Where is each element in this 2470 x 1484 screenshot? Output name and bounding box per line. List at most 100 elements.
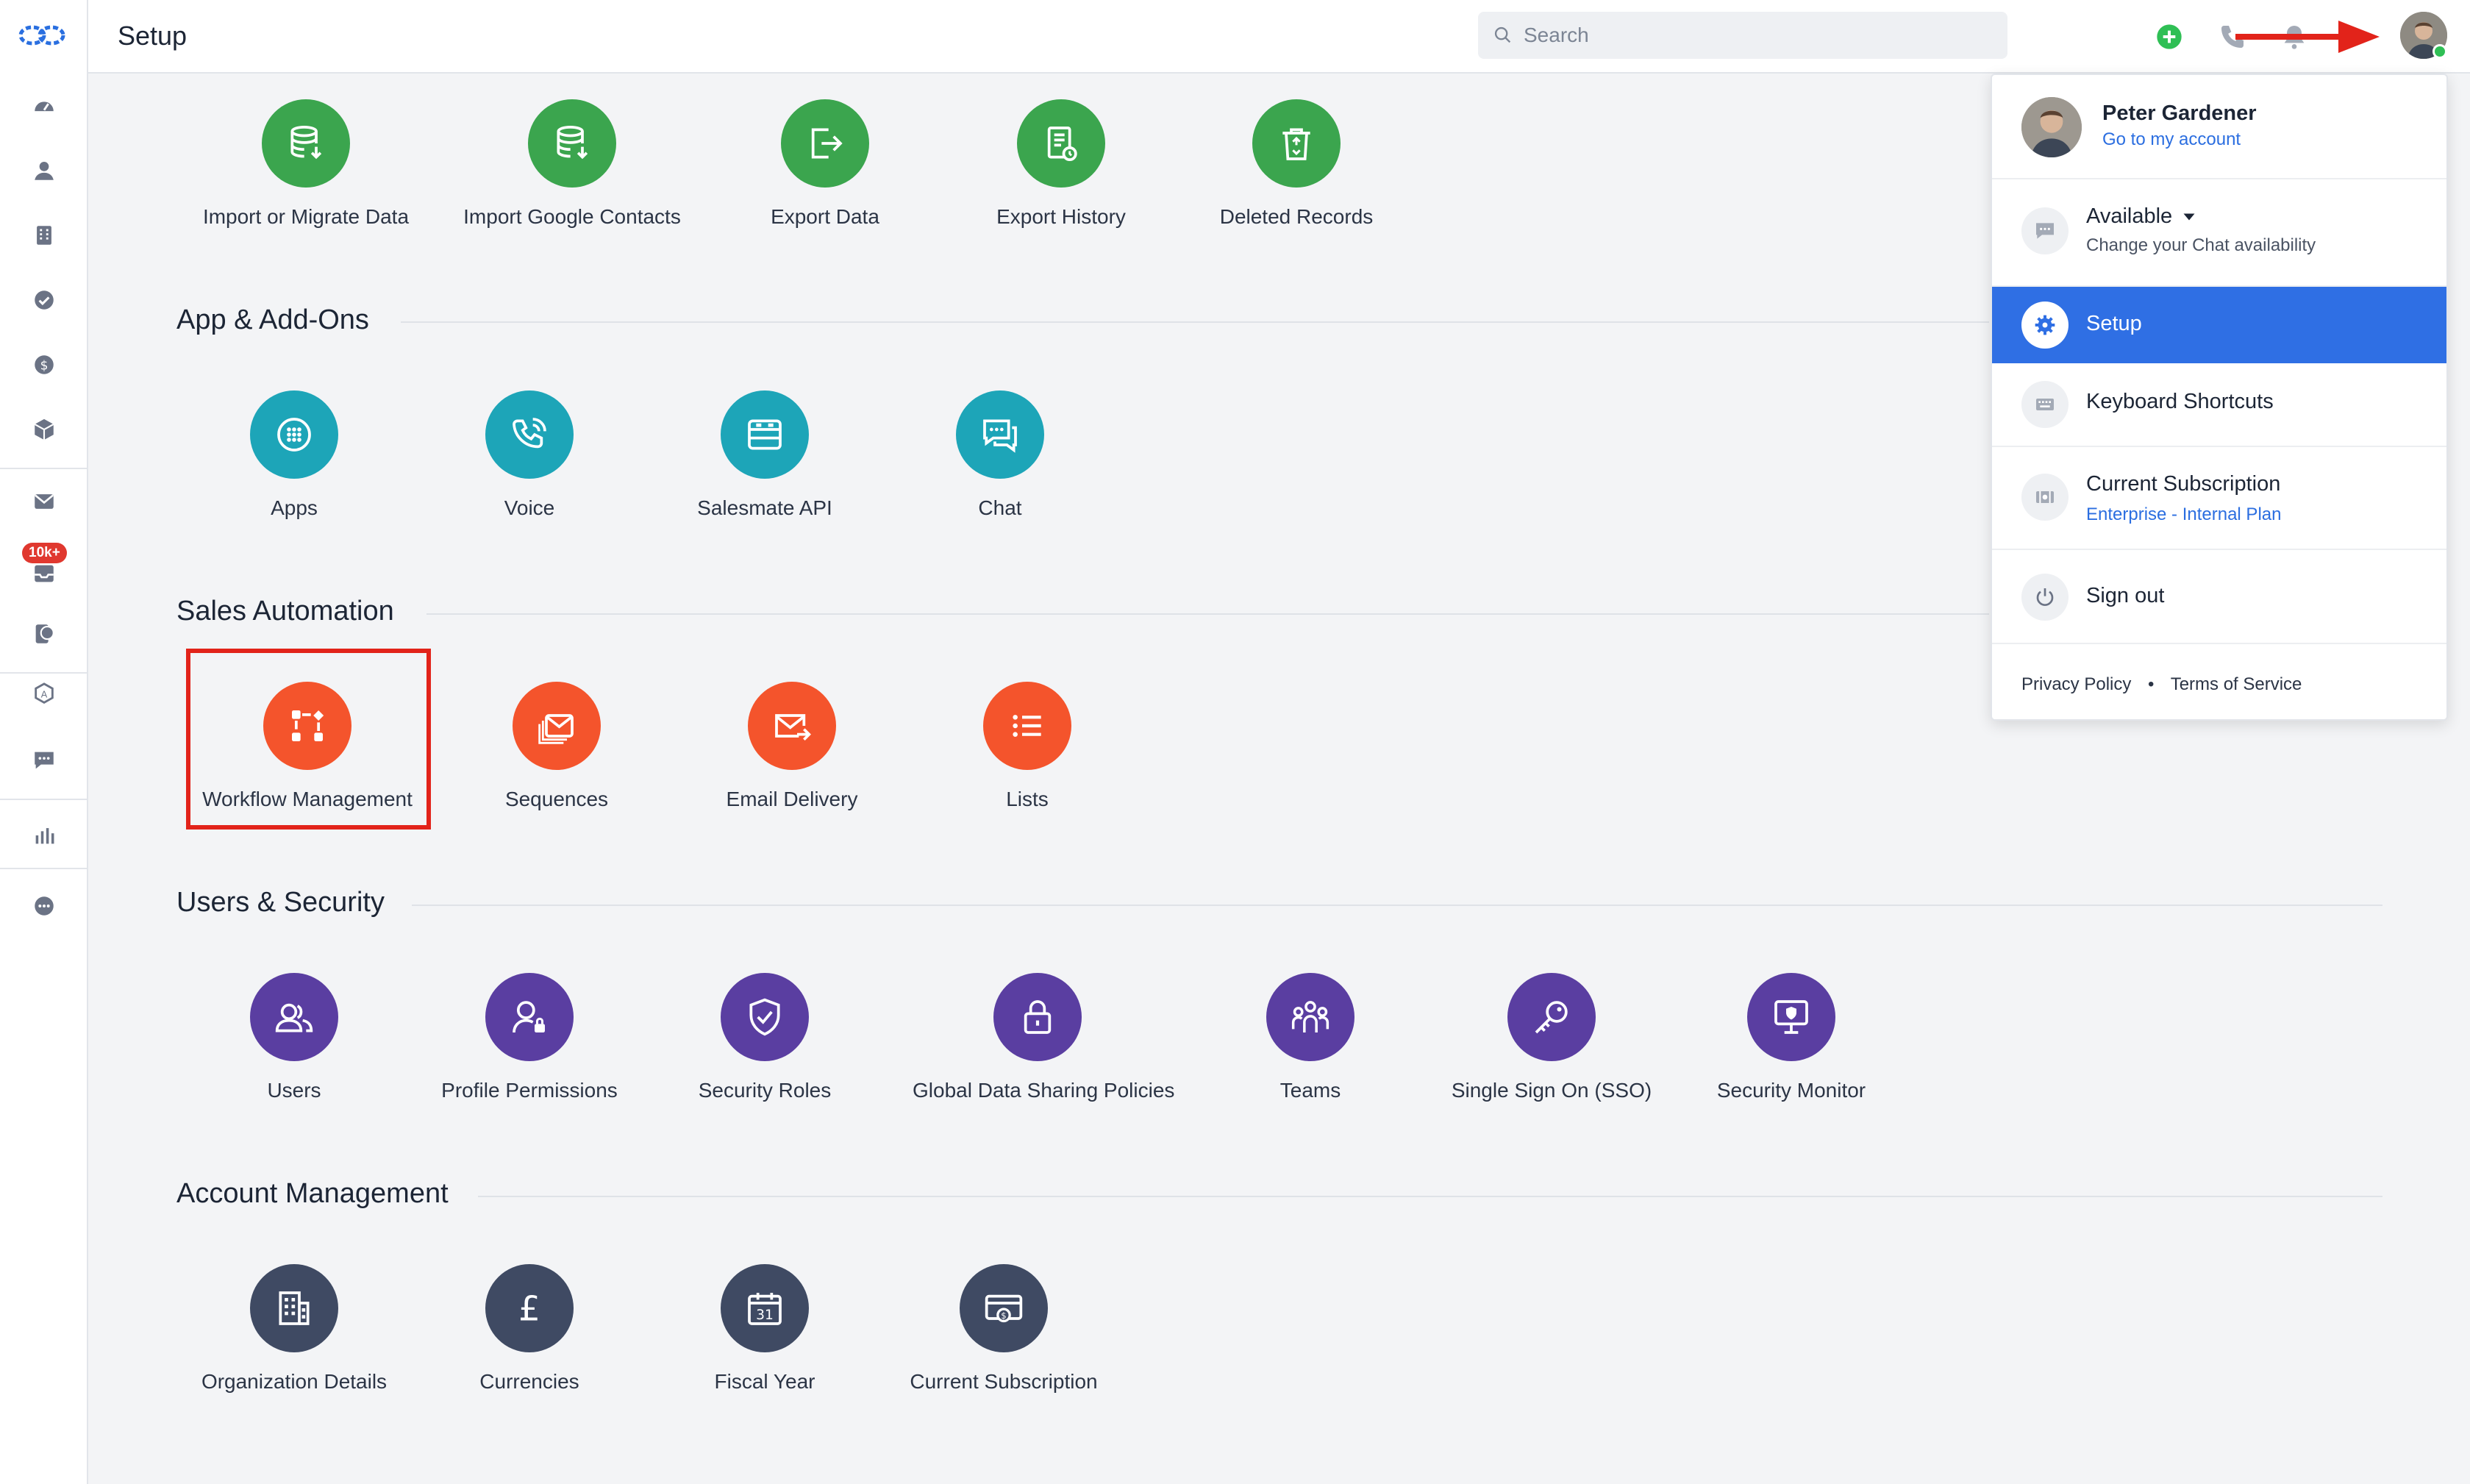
database-import-icon	[528, 99, 616, 188]
search-input[interactable]	[1524, 19, 1980, 51]
contacts-icon[interactable]	[29, 156, 59, 185]
caret-down-icon	[2183, 213, 2195, 221]
deleted-records-tile[interactable]: Deleted Records	[1171, 99, 1421, 246]
subscription-label: Current Subscription	[2086, 472, 2281, 496]
voice-tile[interactable]: Voice	[404, 390, 654, 538]
sign-out-item[interactable]: Sign out	[1992, 550, 2446, 644]
setup-menu-item[interactable]: Setup	[1992, 287, 2446, 363]
inbox-count-badge: 10k+	[22, 543, 67, 563]
sign-out-label: Sign out	[2086, 584, 2165, 607]
tile-label: Current Subscription	[910, 1370, 1098, 1393]
team-icon	[1266, 973, 1354, 1061]
keyboard-shortcuts-label: Keyboard Shortcuts	[2086, 390, 2274, 413]
user-name: Peter Gardener	[2102, 101, 2257, 125]
avatar	[2021, 97, 2082, 157]
tile-label: Salesmate API	[697, 496, 832, 519]
tile-label: Import Google Contacts	[463, 205, 681, 228]
tile-label: Apps	[271, 496, 318, 519]
availability-status[interactable]: Available	[2086, 204, 2196, 229]
automation-icon[interactable]: A	[29, 679, 59, 709]
subscription-card-icon: $	[960, 1264, 1048, 1352]
messenger-icon[interactable]	[29, 619, 59, 649]
users-icon	[250, 973, 338, 1061]
security-roles-tile[interactable]: Security Roles	[640, 973, 890, 1120]
inbox-icon[interactable]	[29, 559, 59, 588]
organization-details-tile[interactable]: Organization Details	[169, 1264, 419, 1411]
power-icon	[2021, 574, 2069, 621]
recycle-bin-icon	[1252, 99, 1341, 188]
logo-icon[interactable]	[18, 21, 66, 50]
email-delivery-tile[interactable]: Email Delivery	[667, 682, 917, 829]
tile-label: Email Delivery	[726, 788, 858, 810]
teams-tile[interactable]: Teams	[1185, 973, 1435, 1120]
reports-icon[interactable]	[29, 821, 59, 850]
page-title: Setup	[118, 21, 188, 51]
companies-icon[interactable]	[29, 221, 59, 250]
lists-tile[interactable]: Lists	[902, 682, 1152, 829]
deals-icon[interactable]: $	[29, 350, 59, 379]
users-tile[interactable]: Users	[169, 973, 419, 1120]
phone-icon[interactable]	[2218, 22, 2247, 51]
security-monitor-tile[interactable]: Security Monitor	[1666, 973, 1916, 1120]
tile-label: Export History	[996, 205, 1126, 228]
availability-subtitle: Change your Chat availability	[2086, 235, 2316, 255]
history-document-icon	[1017, 99, 1105, 188]
subscription-icon	[2021, 474, 2069, 521]
tile-label: Organization Details	[201, 1370, 388, 1393]
fiscal-year-tile[interactable]: 31 Fiscal Year	[640, 1264, 890, 1411]
list-icon	[983, 682, 1071, 770]
export-data-tile[interactable]: Export Data	[700, 99, 950, 246]
annotation-arrow-icon	[2235, 21, 2380, 53]
keyboard-shortcuts-item[interactable]: Keyboard Shortcuts	[1992, 363, 2446, 447]
products-icon[interactable]	[29, 415, 59, 444]
calendar-icon: 31	[721, 1264, 809, 1352]
tasks-icon[interactable]	[29, 285, 59, 315]
top-header: Setup	[88, 0, 2470, 74]
key-icon	[1507, 973, 1596, 1061]
section-title-sales-automation: Sales Automation	[176, 596, 394, 627]
pound-currency-icon: £	[485, 1264, 574, 1352]
sequences-tile[interactable]: Sequences	[432, 682, 682, 829]
section-divider	[478, 1196, 2382, 1197]
tile-label: Export Data	[771, 205, 879, 228]
go-to-account-link[interactable]: Go to my account	[2102, 129, 2241, 149]
tile-label: Workflow Management	[202, 788, 413, 810]
profile-header[interactable]: Peter Gardener Go to my account	[1992, 75, 2446, 179]
salesmate-api-tile[interactable]: Salesmate API	[640, 390, 890, 538]
chat-tile[interactable]: Chat	[875, 390, 1125, 538]
svg-text:31: 31	[756, 1308, 774, 1323]
privacy-policy-link[interactable]: Privacy Policy	[2021, 674, 2132, 694]
export-icon	[781, 99, 869, 188]
import-google-contacts-tile[interactable]: Import Google Contacts	[447, 99, 697, 246]
subscription-plan: Enterprise - Internal Plan	[2086, 504, 2282, 524]
currencies-tile[interactable]: £ Currencies	[404, 1264, 654, 1411]
online-status-icon	[2432, 44, 2447, 59]
tile-label: Fiscal Year	[714, 1370, 815, 1393]
global-data-sharing-policies-tile[interactable]: Global Data Sharing Policies	[913, 973, 1174, 1120]
current-subscription-tile[interactable]: $ Current Subscription	[879, 1264, 1129, 1411]
gear-icon	[2021, 302, 2069, 349]
terms-of-service-link[interactable]: Terms of Service	[2170, 674, 2302, 694]
section-title-app-addons: App & Add-Ons	[176, 304, 369, 335]
add-icon[interactable]	[2155, 22, 2184, 51]
email-icon[interactable]	[29, 487, 59, 516]
single-sign-on-tile[interactable]: Single Sign On (SSO)	[1427, 973, 1677, 1120]
workflow-management-tile[interactable]: Workflow Management	[182, 682, 432, 829]
apps-grid-icon	[250, 390, 338, 479]
availability-item[interactable]: Available Change your Chat availability	[1992, 179, 2446, 328]
left-navigation-rail: $ 10k+ A	[0, 0, 88, 1484]
tile-label: Sequences	[504, 788, 609, 810]
import-migrate-data-tile[interactable]: Import or Migrate Data	[181, 99, 431, 246]
apps-tile[interactable]: Apps	[169, 390, 419, 538]
export-history-tile[interactable]: Export History	[936, 99, 1186, 246]
avatar[interactable]	[2400, 12, 2447, 59]
api-icon	[721, 390, 809, 479]
tile-label: Chat	[978, 496, 1022, 519]
tile-label: Voice	[504, 496, 555, 519]
profile-permissions-tile[interactable]: Profile Permissions	[404, 973, 654, 1120]
more-icon[interactable]	[29, 891, 59, 921]
chat-icon[interactable]	[29, 746, 59, 775]
current-subscription-item[interactable]: Current Subscription Enterprise - Intern…	[1992, 447, 2446, 550]
search-box[interactable]	[1478, 12, 2007, 59]
dashboard-icon[interactable]	[29, 91, 59, 121]
